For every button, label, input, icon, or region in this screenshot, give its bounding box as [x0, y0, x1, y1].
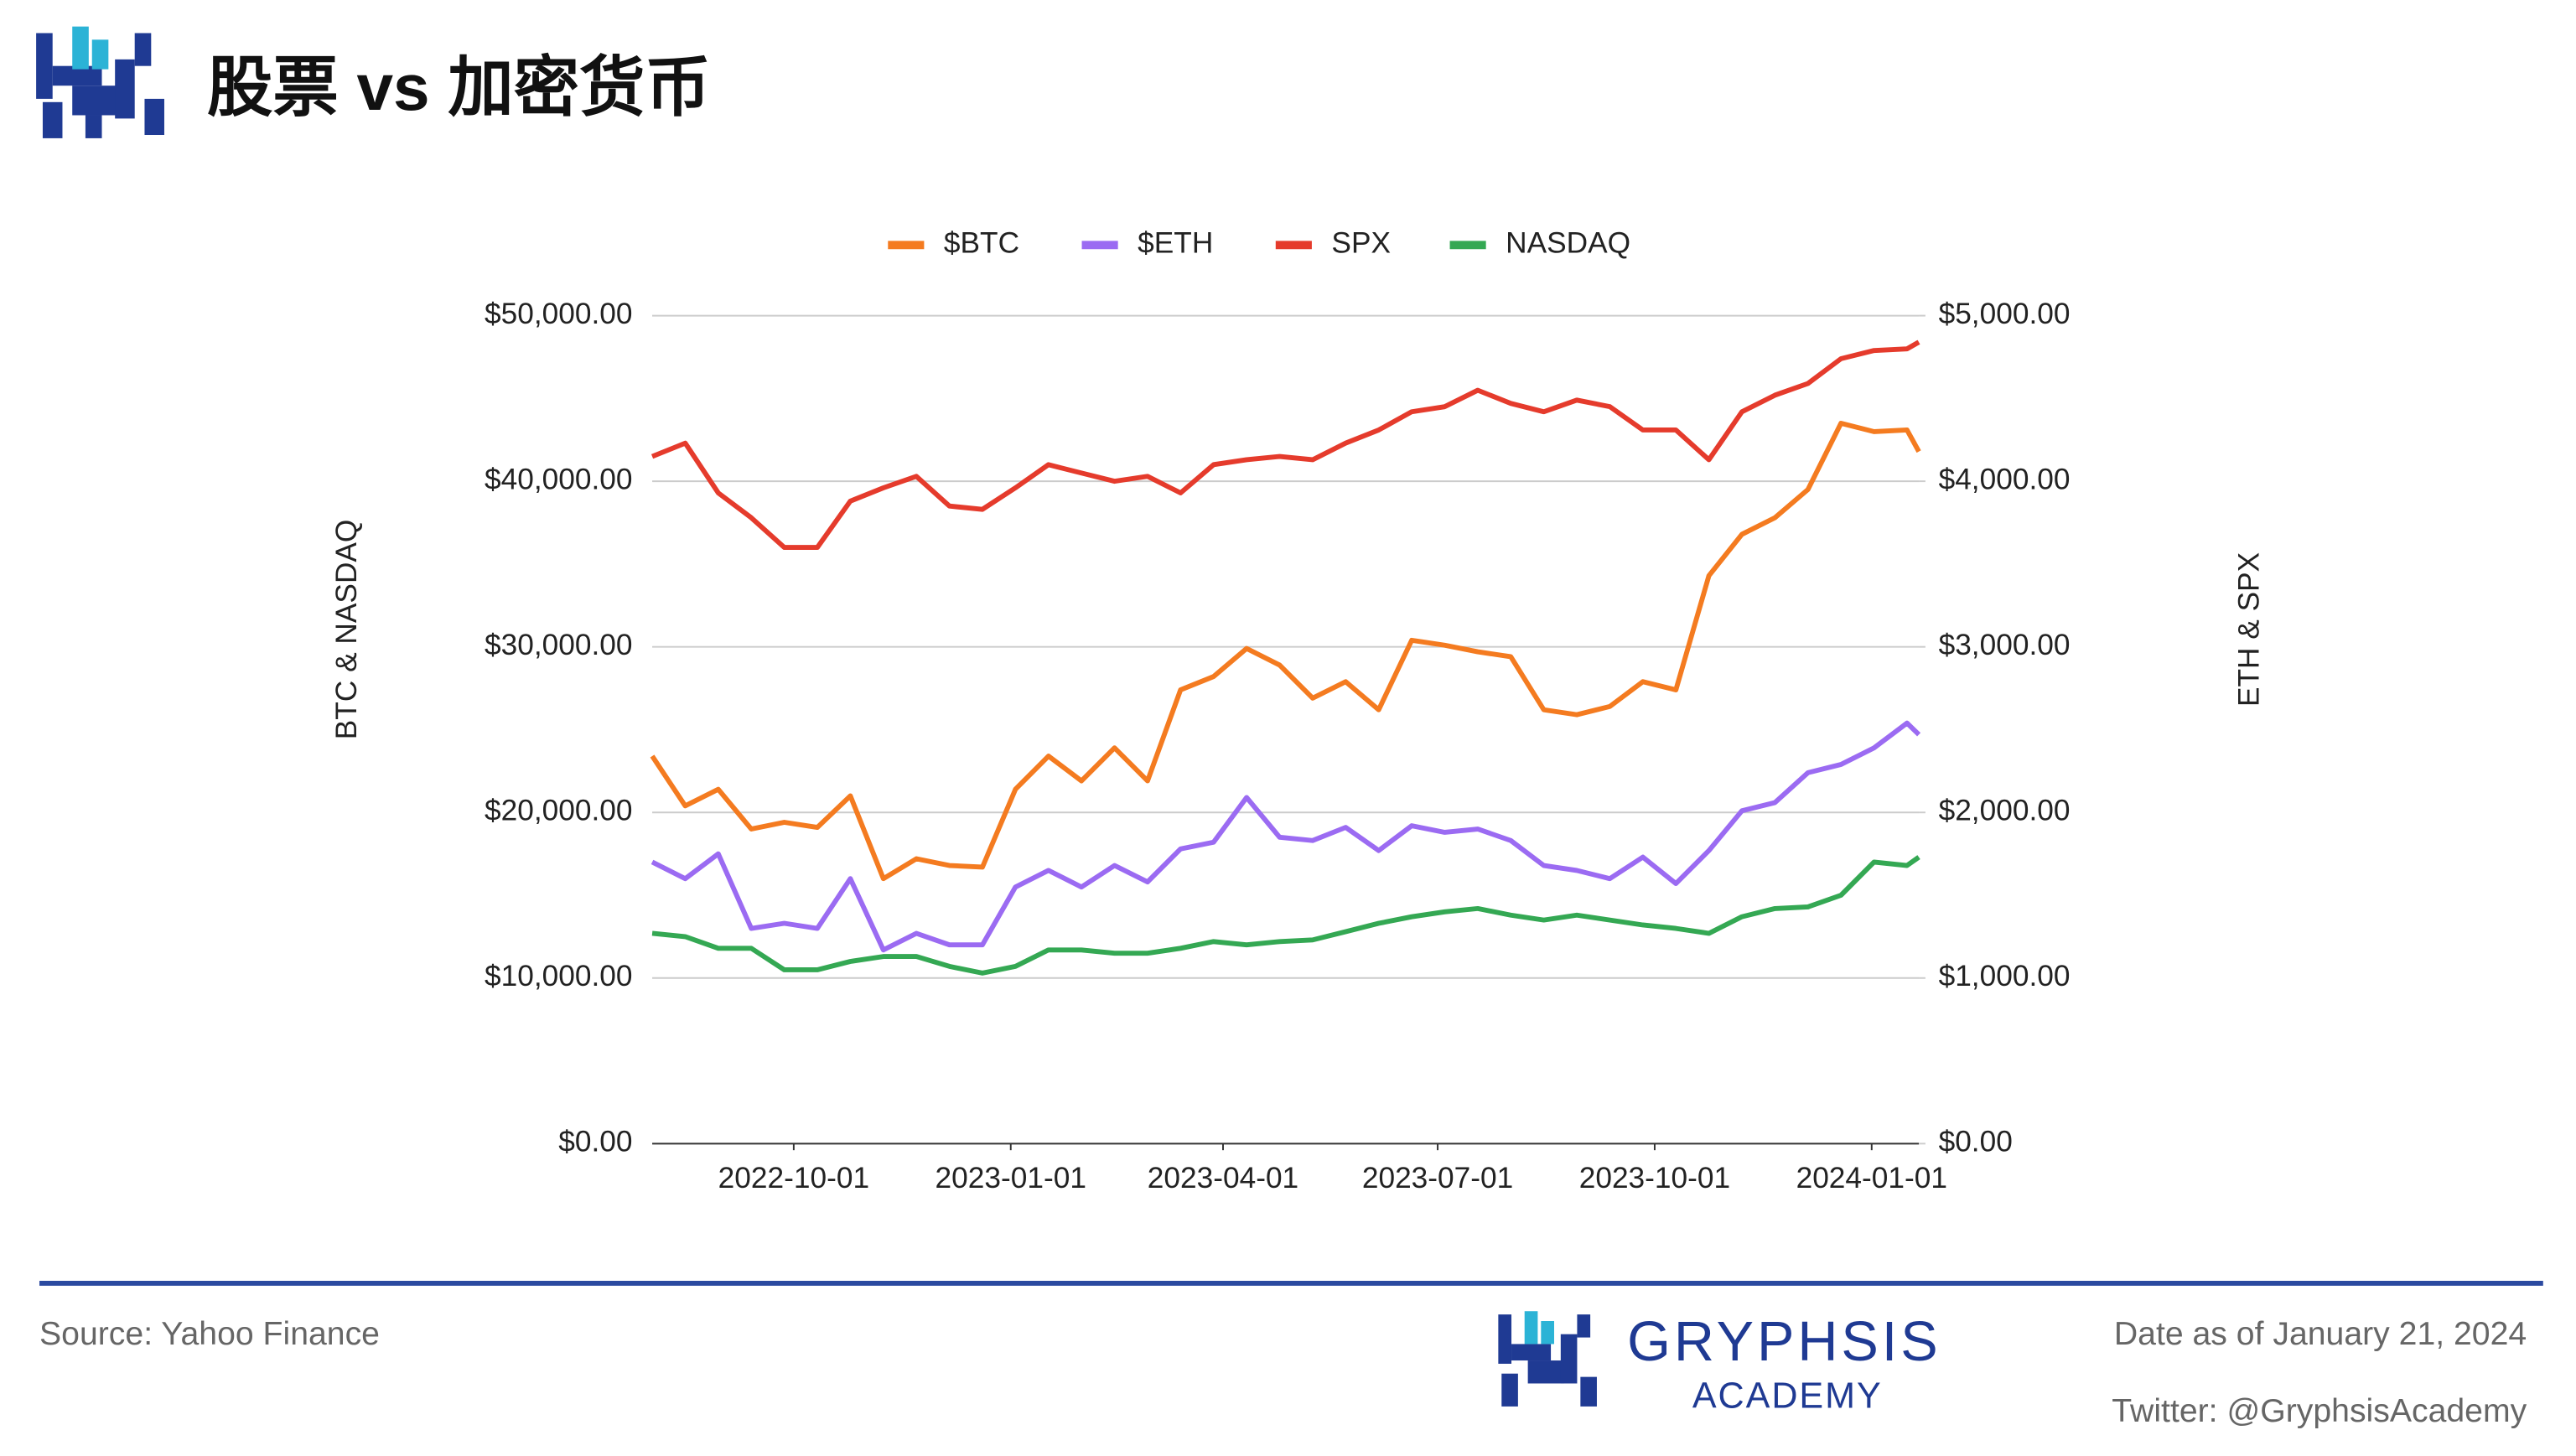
series-line — [650, 421, 1921, 882]
legend-label: $BTC — [944, 227, 1019, 260]
y-tick-label: $40,000.00 — [485, 463, 633, 495]
x-tick-label: 2023-04-01 — [1148, 1162, 1298, 1194]
series-line — [650, 339, 1920, 551]
chart-title: 股票 vs 加密货币 — [207, 50, 711, 124]
x-tick-label: 2023-07-01 — [1362, 1162, 1513, 1194]
y2-axis-title: ETH & SPX — [2232, 552, 2265, 707]
y2-tick-label: $4,000.00 — [1939, 463, 2071, 495]
y-tick-label: $50,000.00 — [485, 298, 633, 330]
y2-tick-label: $5,000.00 — [1939, 298, 2071, 330]
y2-tick-label: $0.00 — [1939, 1126, 2013, 1158]
y2-tick-label: $1,000.00 — [1939, 960, 2071, 992]
series-line — [650, 720, 1921, 953]
x-tick-label: 2023-01-01 — [936, 1162, 1086, 1194]
source: Source: Yahoo Finance — [39, 1316, 380, 1352]
twitter: Twitter: @GryphsisAcademy — [2112, 1393, 2527, 1429]
x-tick-label: 2024-01-01 — [1796, 1162, 1947, 1194]
y-tick-label: $30,000.00 — [485, 629, 633, 661]
y-tick-label: $20,000.00 — [485, 795, 633, 827]
logo — [36, 26, 164, 138]
y-tick-label: $10,000.00 — [485, 960, 633, 992]
brand-sub: ACADEMY — [1692, 1376, 1883, 1416]
y-axis-title: BTC & NASDAQ — [330, 520, 363, 740]
legend-label: SPX — [1331, 227, 1391, 260]
brand: GRYPHSIS — [1627, 1311, 1941, 1373]
y2-tick-label: $2,000.00 — [1939, 795, 2071, 827]
y2-tick-label: $3,000.00 — [1939, 629, 2071, 661]
x-tick-label: 2022-10-01 — [718, 1162, 869, 1194]
legend-label: $ETH — [1138, 227, 1213, 260]
series-line — [651, 855, 1920, 976]
footer-logo — [1498, 1311, 1597, 1407]
y-tick-label: $0.00 — [558, 1126, 632, 1158]
legend-label: NASDAQ — [1506, 227, 1630, 260]
x-tick-label: 2023-10-01 — [1579, 1162, 1730, 1194]
date-note: Date as of January 21, 2024 — [2114, 1316, 2527, 1352]
